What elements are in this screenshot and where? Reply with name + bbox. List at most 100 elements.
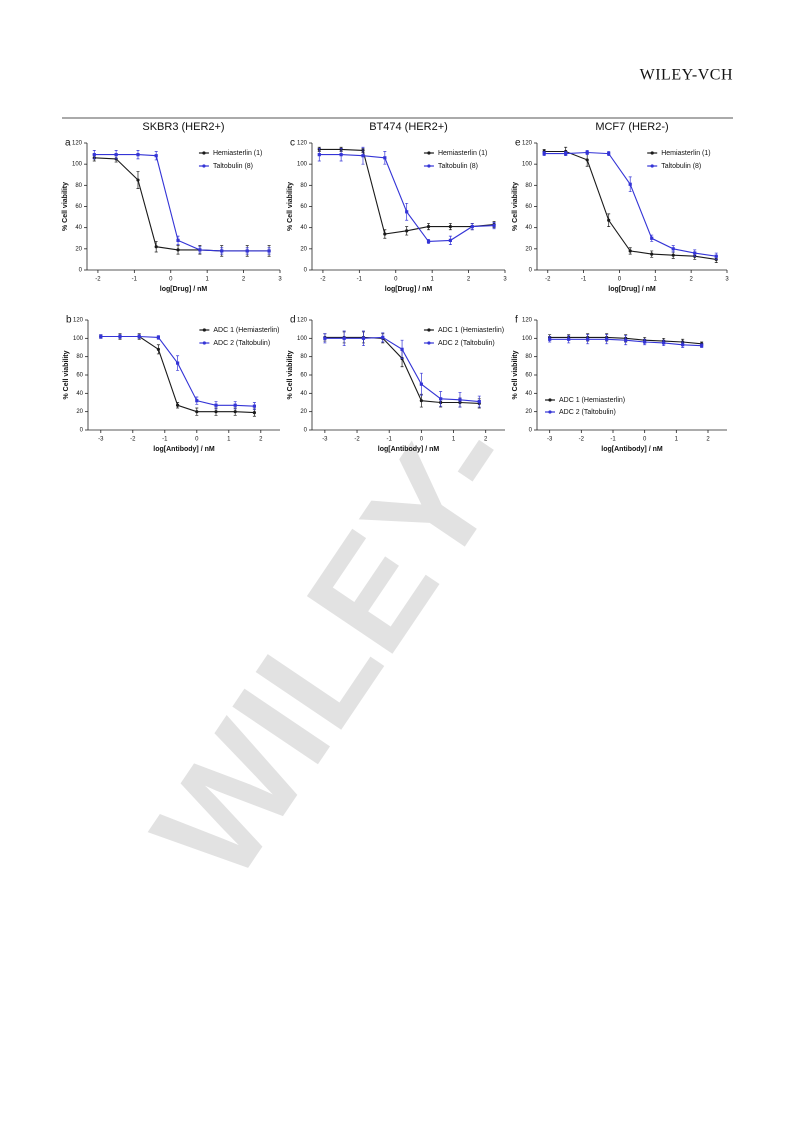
- data-point: [99, 334, 103, 339]
- x-tick-label: -2: [130, 437, 136, 443]
- x-tick-label: -1: [132, 277, 138, 283]
- y-tick-label: 100: [522, 162, 533, 168]
- data-point: [176, 238, 180, 242]
- y-tick-label: 20: [525, 409, 532, 415]
- panel-label: d: [290, 315, 296, 326]
- y-tick-label: 100: [297, 162, 308, 168]
- data-point: [381, 335, 385, 340]
- y-tick-label: 80: [76, 354, 83, 360]
- y-tick-label: 120: [522, 141, 533, 147]
- legend-label: ADC 1 (Hemiasterlin): [559, 397, 625, 404]
- legend-label: Taltobulin (8): [438, 163, 478, 170]
- data-point: [426, 225, 431, 229]
- x-tick-label: 1: [227, 437, 231, 443]
- y-tick-label: 80: [525, 183, 532, 189]
- y-tick-label: 0: [80, 428, 84, 434]
- data-point: [383, 232, 387, 236]
- legend-marker: [202, 341, 206, 345]
- y-tick-label: 100: [522, 336, 533, 342]
- x-axis-label: log[Drug] / nM: [160, 286, 208, 293]
- legend-marker: [650, 151, 654, 155]
- x-axis-label: log[Drug] / nM: [608, 286, 656, 293]
- legend-label: ADC 2 (Taltobulin): [559, 409, 616, 416]
- y-axis-label: % Cell viability: [512, 350, 519, 399]
- y-tick-label: 100: [297, 336, 308, 342]
- y-tick-label: 60: [300, 204, 307, 210]
- data-point: [214, 403, 218, 407]
- data-point: [176, 403, 180, 407]
- data-point: [439, 397, 443, 401]
- x-axis-label: log[Antibody] / nM: [153, 446, 215, 453]
- x-tick-label: 3: [278, 277, 282, 283]
- y-tick-label: 100: [72, 162, 83, 168]
- legend-marker: [202, 328, 206, 332]
- data-point: [643, 340, 647, 344]
- publisher: WILEY-VCH: [640, 67, 733, 84]
- x-tick-label: 0: [643, 437, 647, 443]
- data-point: [681, 343, 685, 347]
- data-point: [114, 153, 118, 157]
- x-tick-label: -3: [547, 437, 553, 443]
- x-tick-label: -1: [387, 437, 393, 443]
- chart-title: SKBR3 (HER2+): [142, 121, 224, 133]
- data-point: [92, 153, 96, 157]
- data-point: [586, 337, 590, 341]
- legend-marker: [202, 164, 206, 168]
- panel-label: b: [66, 315, 72, 326]
- y-tick-label: 40: [76, 391, 83, 397]
- data-point: [628, 182, 632, 186]
- watermark: WILEY-: [120, 386, 548, 908]
- legend-label: ADC 1 (Hemiasterlin): [438, 327, 504, 334]
- legend-label: ADC 2 (Taltobulin): [213, 340, 270, 347]
- x-tick-label: 3: [725, 277, 729, 283]
- data-point: [136, 153, 140, 157]
- data-point: [567, 337, 571, 341]
- data-point: [693, 251, 697, 255]
- x-tick-label: -1: [357, 277, 363, 283]
- data-point: [400, 347, 404, 351]
- data-point: [607, 218, 611, 222]
- legend-marker: [202, 151, 206, 155]
- data-point: [252, 404, 256, 408]
- data-point: [607, 151, 611, 156]
- y-tick-label: 80: [75, 183, 82, 189]
- data-point: [477, 399, 481, 404]
- x-tick-label: 1: [430, 277, 434, 283]
- y-tick-label: 0: [304, 268, 308, 274]
- y-tick-label: 80: [300, 183, 307, 189]
- data-point: [585, 150, 589, 155]
- data-point: [662, 341, 666, 345]
- data-point: [156, 335, 160, 340]
- y-tick-label: 80: [300, 354, 307, 360]
- data-point: [195, 399, 199, 403]
- x-tick-label: 2: [484, 437, 488, 443]
- data-point: [176, 248, 180, 252]
- x-tick-label: 1: [452, 437, 456, 443]
- data-point: [624, 338, 628, 342]
- data-point: [136, 178, 140, 182]
- data-point: [176, 361, 180, 365]
- legend-marker: [650, 164, 654, 168]
- y-tick-label: 20: [76, 409, 83, 415]
- data-point: [220, 249, 224, 253]
- x-tick-label: 2: [706, 437, 710, 443]
- data-point: [426, 239, 431, 244]
- series-line: [94, 157, 270, 252]
- data-point: [405, 229, 409, 233]
- x-tick-label: 0: [169, 277, 173, 283]
- panel-label: a: [65, 138, 71, 149]
- x-tick-label: -1: [162, 437, 168, 443]
- data-point: [448, 238, 452, 242]
- data-point: [383, 156, 387, 160]
- y-tick-label: 80: [525, 354, 532, 360]
- y-tick-label: 20: [75, 246, 82, 252]
- legend-marker: [548, 410, 552, 414]
- data-point: [233, 410, 237, 414]
- y-tick-label: 120: [72, 141, 83, 147]
- data-point: [628, 249, 632, 253]
- data-point: [419, 399, 423, 403]
- x-tick-label: -3: [98, 437, 104, 443]
- y-tick-label: 20: [300, 409, 307, 415]
- y-tick-label: 120: [297, 141, 308, 147]
